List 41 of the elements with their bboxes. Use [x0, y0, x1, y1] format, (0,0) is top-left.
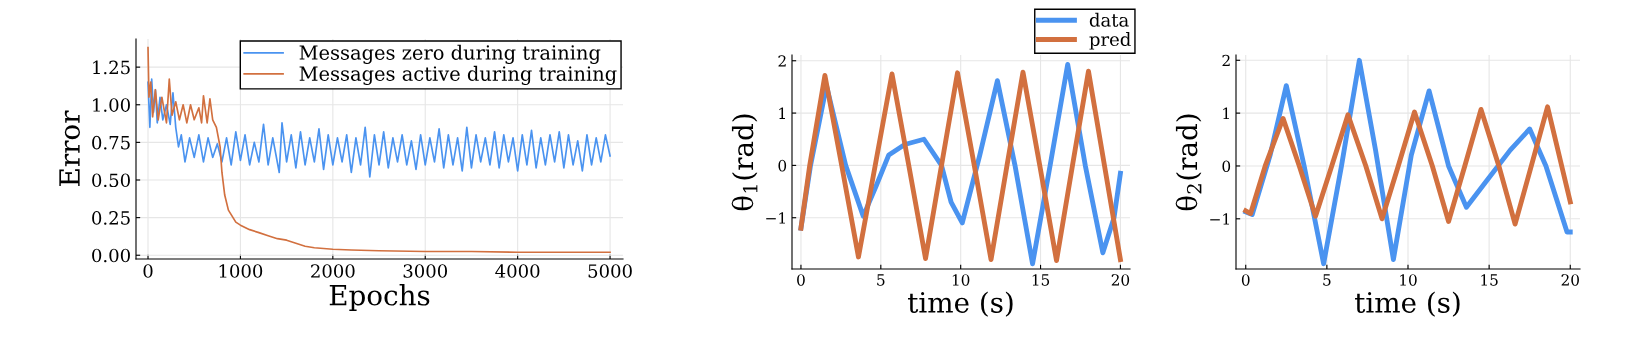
x-tick-label: 0 — [143, 264, 153, 278]
legend-label: Messages zero during training — [299, 44, 601, 64]
y-tick-label: −1 — [1210, 213, 1229, 225]
x-tick-label: 0 — [797, 274, 805, 286]
y-tick-label: 1.00 — [93, 98, 130, 112]
x-tick-label: 10 — [1400, 274, 1417, 286]
x-tick-label: 20 — [1111, 274, 1130, 286]
y-tick-label: −1 — [766, 212, 785, 224]
x-tick-label: 15 — [1481, 274, 1498, 286]
y-tick-label: 0.50 — [92, 173, 130, 188]
y-axis-title: θ$_{1}$(rad) — [731, 114, 758, 211]
x-axis-title: Epochs — [329, 284, 430, 311]
y-tick-label: 0.25 — [92, 211, 130, 225]
y-tick-label: 0.75 — [92, 135, 130, 150]
x-tick-label: 1000 — [219, 264, 263, 278]
line-series — [1243, 104, 1573, 227]
x-tick-label: 10 — [952, 274, 970, 286]
x-tick-label: 0 — [1241, 274, 1250, 286]
x-tick-label: 15 — [1032, 274, 1050, 286]
y-tick-label: 2 — [1222, 54, 1230, 67]
y-axis-title: Error — [59, 110, 80, 186]
legend-label: data — [1089, 12, 1129, 27]
x-tick-label: 5 — [877, 274, 885, 286]
y-tick-label: 2 — [778, 55, 786, 67]
legend-label: pred — [1089, 32, 1131, 50]
x-axis-title: time (s) — [908, 291, 1013, 317]
x-tick-label: 5 — [1323, 274, 1331, 286]
x-tick-label: 4000 — [495, 264, 540, 278]
x-tick-label: 5000 — [588, 264, 632, 278]
y-tick-label: 1 — [779, 107, 785, 119]
legend-label: Messages active during training — [299, 65, 617, 85]
x-tick-label: 3000 — [403, 264, 448, 278]
y-tick-label: 1.25 — [93, 60, 130, 75]
y-tick-label: 0 — [1222, 160, 1231, 172]
x-axis-title: time (s) — [1355, 291, 1460, 317]
y-tick-label: 1 — [1223, 107, 1229, 119]
y-tick-label: 0 — [778, 159, 787, 172]
y-tick-label: 0.00 — [92, 248, 130, 263]
y-axis-title: θ$_{2}$(rad) — [1175, 114, 1202, 211]
x-tick-label: 20 — [1561, 274, 1579, 286]
x-tick-label: 2000 — [311, 264, 355, 278]
